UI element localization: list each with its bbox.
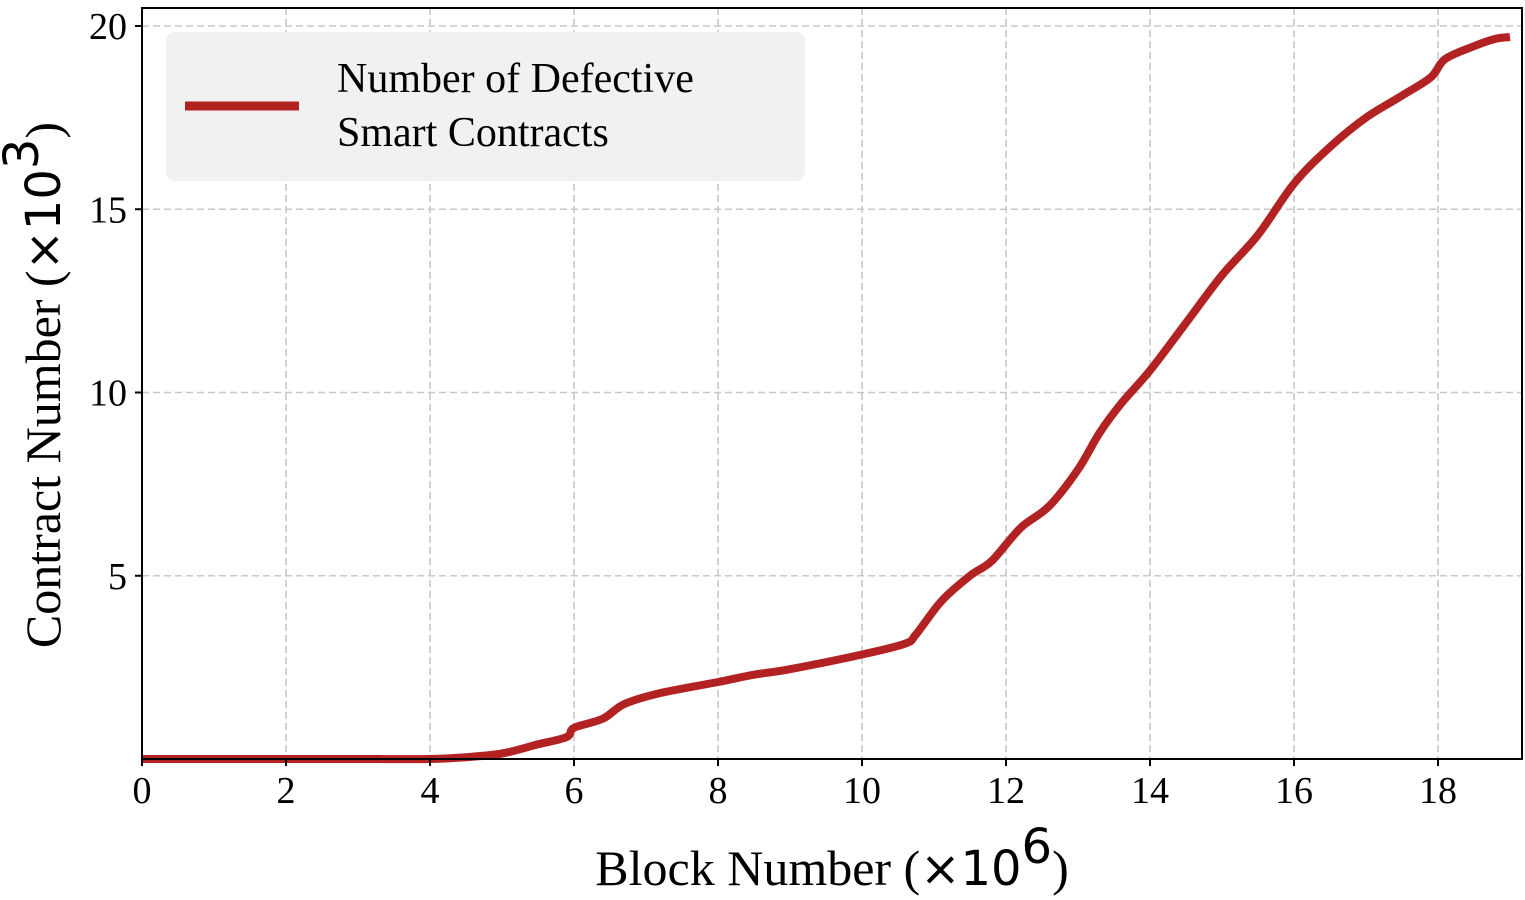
x-tick-label: 2 — [277, 770, 296, 812]
legend-box — [166, 32, 805, 181]
x-tick-label: 10 — [843, 770, 881, 812]
legend-label-line2: Smart Contracts — [337, 110, 609, 156]
y-tick-label: 15 — [89, 189, 127, 231]
series-line-defective-contracts — [142, 33, 1511, 764]
y-tick-label: 10 — [89, 373, 127, 415]
x-tick-label: 14 — [1131, 770, 1169, 812]
legend: Number of Defective Smart Contracts — [166, 32, 805, 181]
legend-label-line1: Number of Defective — [337, 56, 694, 102]
x-tick-label: 4 — [421, 770, 440, 812]
x-tick-label: 6 — [565, 770, 584, 812]
y-tick-label: 20 — [89, 6, 127, 48]
x-tick-label: 8 — [709, 770, 728, 812]
x-tick-label: 18 — [1419, 770, 1457, 812]
y-axis-ticks: 5 10 15 20 — [89, 6, 142, 598]
x-axis-title: Block Number (×106) — [595, 819, 1068, 897]
x-axis-ticks: 0 2 4 6 8 10 12 14 16 18 — [133, 759, 1457, 812]
x-tick-label: 0 — [133, 770, 152, 812]
y-axis-title: Contract Number (×103) — [0, 122, 72, 648]
plot-frame — [141, 7, 1523, 760]
x-tick-label: 12 — [987, 770, 1025, 812]
y-tick-label: 5 — [108, 556, 127, 598]
x-tick-label: 16 — [1275, 770, 1313, 812]
